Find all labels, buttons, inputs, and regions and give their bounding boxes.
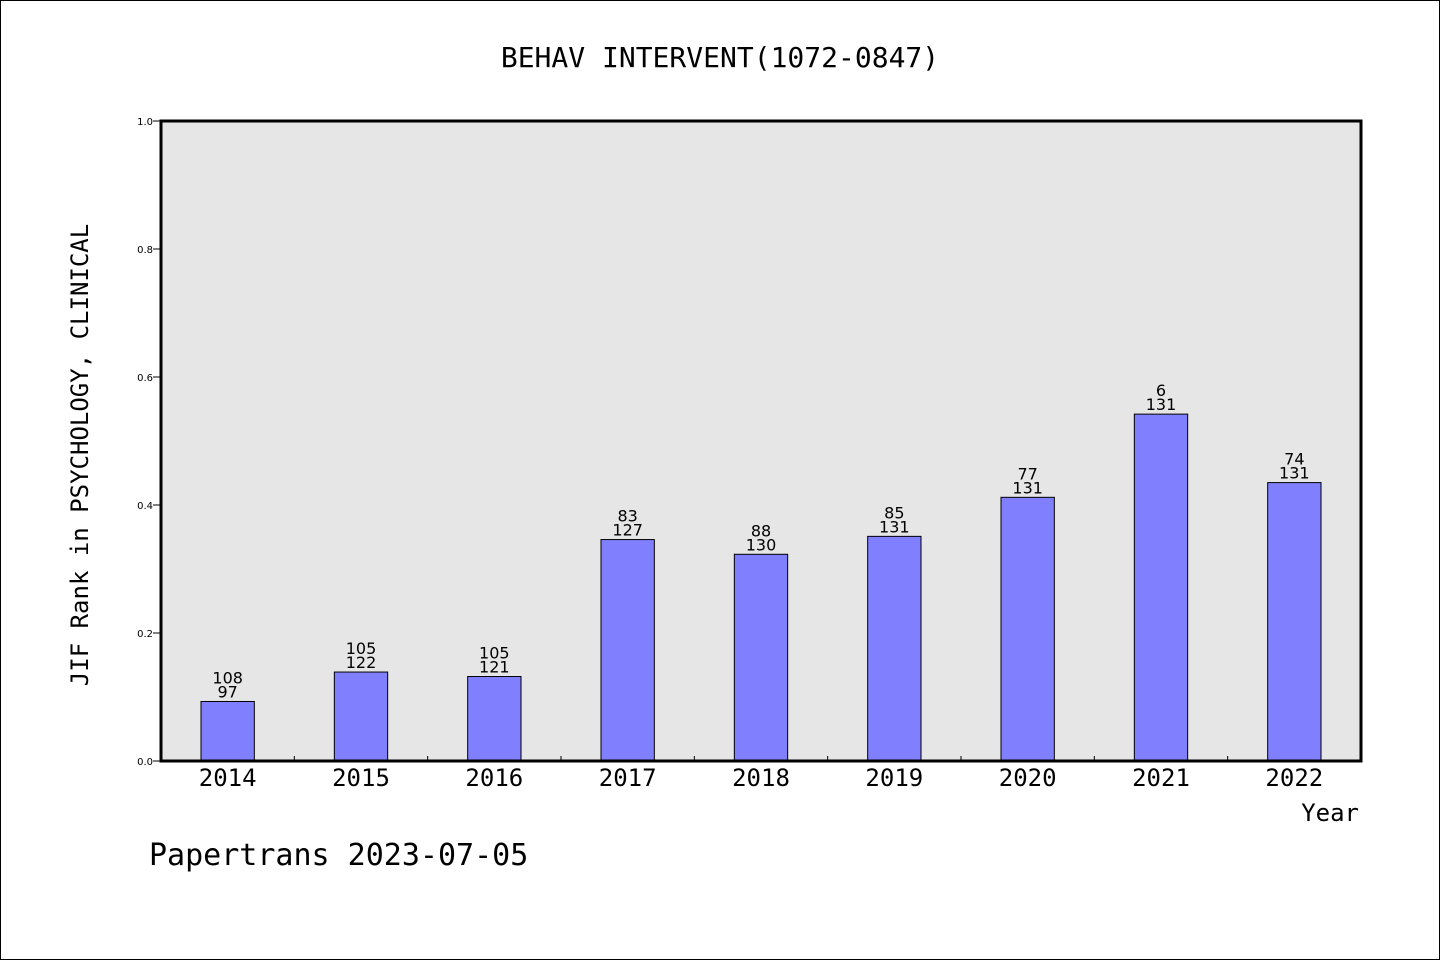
bar-label-rank: 83	[617, 507, 637, 526]
y-tick-label: 0.8	[137, 245, 153, 256]
y-tick-label: 1.0	[137, 117, 153, 128]
bar-label-total: 131	[879, 517, 910, 536]
bar-label-rank: 105	[346, 639, 377, 658]
x-tick-label: 2020	[999, 764, 1057, 792]
y-tick-label: 0.6	[137, 373, 153, 384]
bar-series	[200, 413, 1322, 762]
bar-label-rank: 74	[1284, 450, 1304, 469]
bar	[1267, 482, 1322, 762]
bar-label-rank: 108	[212, 668, 243, 687]
bar-label-total: 130	[746, 535, 777, 554]
x-tick-label: 2021	[1132, 764, 1190, 792]
bar-label-rank: 88	[751, 521, 771, 540]
bar	[1133, 413, 1189, 762]
x-axis-categories: 2014 2015 2016 2017 2018 2019 2020 2021 2022	[199, 764, 1323, 792]
bar	[200, 700, 255, 762]
bar-label-total: 131	[1146, 395, 1177, 414]
x-tick-label: 2016	[465, 764, 523, 792]
bar	[1000, 496, 1055, 762]
x-tick-label: 2015	[332, 764, 390, 792]
bar-label-total: 97	[217, 682, 237, 701]
credit-text: Papertrans 2023-07-05	[149, 838, 528, 873]
x-tick-label: 2014	[199, 764, 257, 792]
bar-label-rank: 77	[1017, 464, 1037, 483]
bar	[867, 535, 922, 762]
y-tick-label: 0.0	[137, 757, 153, 768]
bar-label-total: 121	[479, 658, 510, 677]
y-axis-label: JIF Rank in PSYCHOLOGY, CLINICAL	[66, 224, 94, 686]
y-tick-label: 0.2	[137, 629, 153, 640]
x-tick-label: 2022	[1265, 764, 1323, 792]
x-tick-label: 2018	[732, 764, 790, 792]
plot-frame	[159, 119, 1363, 763]
bar-label-total: 122	[346, 653, 377, 672]
bar-label-rank: 105	[479, 644, 510, 663]
y-axis-ticks: 0.0 0.2 0.4 0.6 0.8 1.0	[137, 117, 161, 768]
bar	[733, 553, 789, 762]
bar-label-total: 131	[1012, 478, 1043, 497]
bar	[333, 671, 389, 762]
y-tick-label: 0.4	[137, 501, 153, 512]
x-tick-label: 2017	[599, 764, 657, 792]
bar	[600, 539, 655, 762]
bar-label-total: 127	[612, 521, 643, 540]
bar-label-rank: 6	[1156, 381, 1166, 400]
bar-label-rank: 85	[884, 503, 904, 522]
x-tick-label: 2019	[865, 764, 923, 792]
chart-title: BEHAV INTERVENT(1072-0847)	[501, 41, 939, 74]
x-axis-label: Year	[1301, 799, 1359, 827]
bar	[467, 676, 522, 762]
bar-label-total: 131	[1279, 464, 1310, 483]
